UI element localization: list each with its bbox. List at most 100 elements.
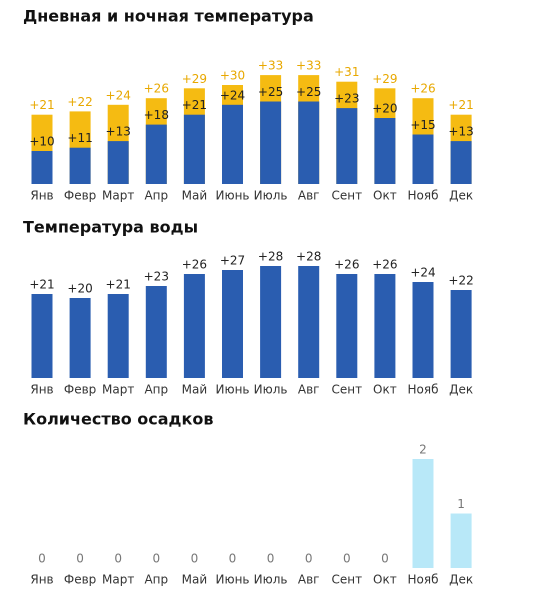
value-label: 2 [419,443,427,457]
value-label: +21 [29,278,54,292]
category-label: Февр [64,383,96,397]
bar [450,290,472,378]
value-label: 0 [267,552,275,566]
bar [298,266,320,378]
value-label: +27 [220,254,245,268]
value-label: 0 [305,552,313,566]
bar [412,282,434,378]
category-label: Июнь [216,383,250,397]
value-label: +21 [448,98,473,112]
chart-title: Количество осадков [23,410,213,429]
bar [145,124,167,184]
bar [260,101,282,184]
value-label: 0 [229,552,237,566]
value-label: +28 [296,250,321,264]
value-label: +26 [144,82,169,96]
value-label: +25 [296,85,321,99]
value-label: +10 [29,135,54,149]
category-label: Сент [331,383,362,397]
value-label: +26 [410,82,435,96]
category-label: Нояб [408,383,439,397]
category-label: Дек [449,383,473,397]
value-label: +20 [372,102,397,116]
value-label: +26 [182,258,207,272]
bar [412,459,434,568]
value-label: +18 [144,108,169,122]
value-label: +25 [258,85,283,99]
bar [336,274,358,378]
bar [107,141,129,184]
category-label: Май [182,189,208,203]
chart-title: Температура воды [23,218,198,237]
value-label: +28 [258,250,283,264]
category-label: Окт [373,383,397,397]
value-label: +26 [334,258,359,272]
bar [183,274,205,378]
category-label: Апр [144,573,168,587]
category-label: Февр [64,189,96,203]
category-label: Окт [373,573,397,587]
value-label: +33 [296,59,321,73]
chart-title: Дневная и ночная температура [23,7,314,26]
category-label: Дек [449,573,473,587]
value-label: 0 [114,552,122,566]
category-label: Окт [373,189,397,203]
category-label: Март [102,573,134,587]
value-label: 0 [381,552,389,566]
category-label: Апр [144,383,168,397]
value-label: +29 [182,72,207,86]
bar [298,101,320,184]
bar [69,147,91,184]
category-label: Июнь [216,189,250,203]
category-label: Март [102,383,134,397]
category-label: Янв [30,189,53,203]
value-label: 0 [343,552,351,566]
value-label: +24 [410,266,435,280]
category-label: Янв [30,383,53,397]
bar [450,513,472,568]
value-label: 0 [191,552,199,566]
value-label: 0 [38,552,46,566]
category-label: Нояб [408,189,439,203]
bar [336,108,358,184]
category-label: Дек [449,189,473,203]
value-label: +33 [258,59,283,73]
category-label: Апр [144,189,168,203]
bar [260,266,282,378]
bar [374,274,396,378]
category-label: Сент [331,573,362,587]
value-label: 1 [457,497,465,511]
value-label: +30 [220,69,245,83]
category-label: Июль [254,573,288,587]
bar [107,294,129,378]
category-label: Июль [254,189,288,203]
category-label: Янв [30,573,53,587]
category-label: Сент [331,189,362,203]
value-label: +22 [67,95,92,109]
bar [412,134,434,184]
value-label: +21 [29,98,54,112]
value-label: +11 [67,131,92,145]
category-label: Март [102,189,134,203]
bar [222,104,243,184]
value-label: +23 [334,92,359,106]
bar [145,286,167,378]
bar [222,270,243,378]
value-label: +21 [182,98,207,112]
category-label: Авг [298,573,320,587]
category-label: Нояб [408,573,439,587]
value-label: 0 [76,552,84,566]
bar [183,114,205,184]
value-label: +26 [372,258,397,272]
bar [450,141,472,184]
value-label: +13 [448,125,473,139]
bar [69,298,91,378]
bar [374,118,396,184]
value-label: +13 [106,125,131,139]
value-label: 0 [152,552,160,566]
value-label: +15 [410,118,435,132]
category-label: Май [182,383,208,397]
value-label: +23 [144,270,169,284]
value-label: +24 [106,88,131,102]
